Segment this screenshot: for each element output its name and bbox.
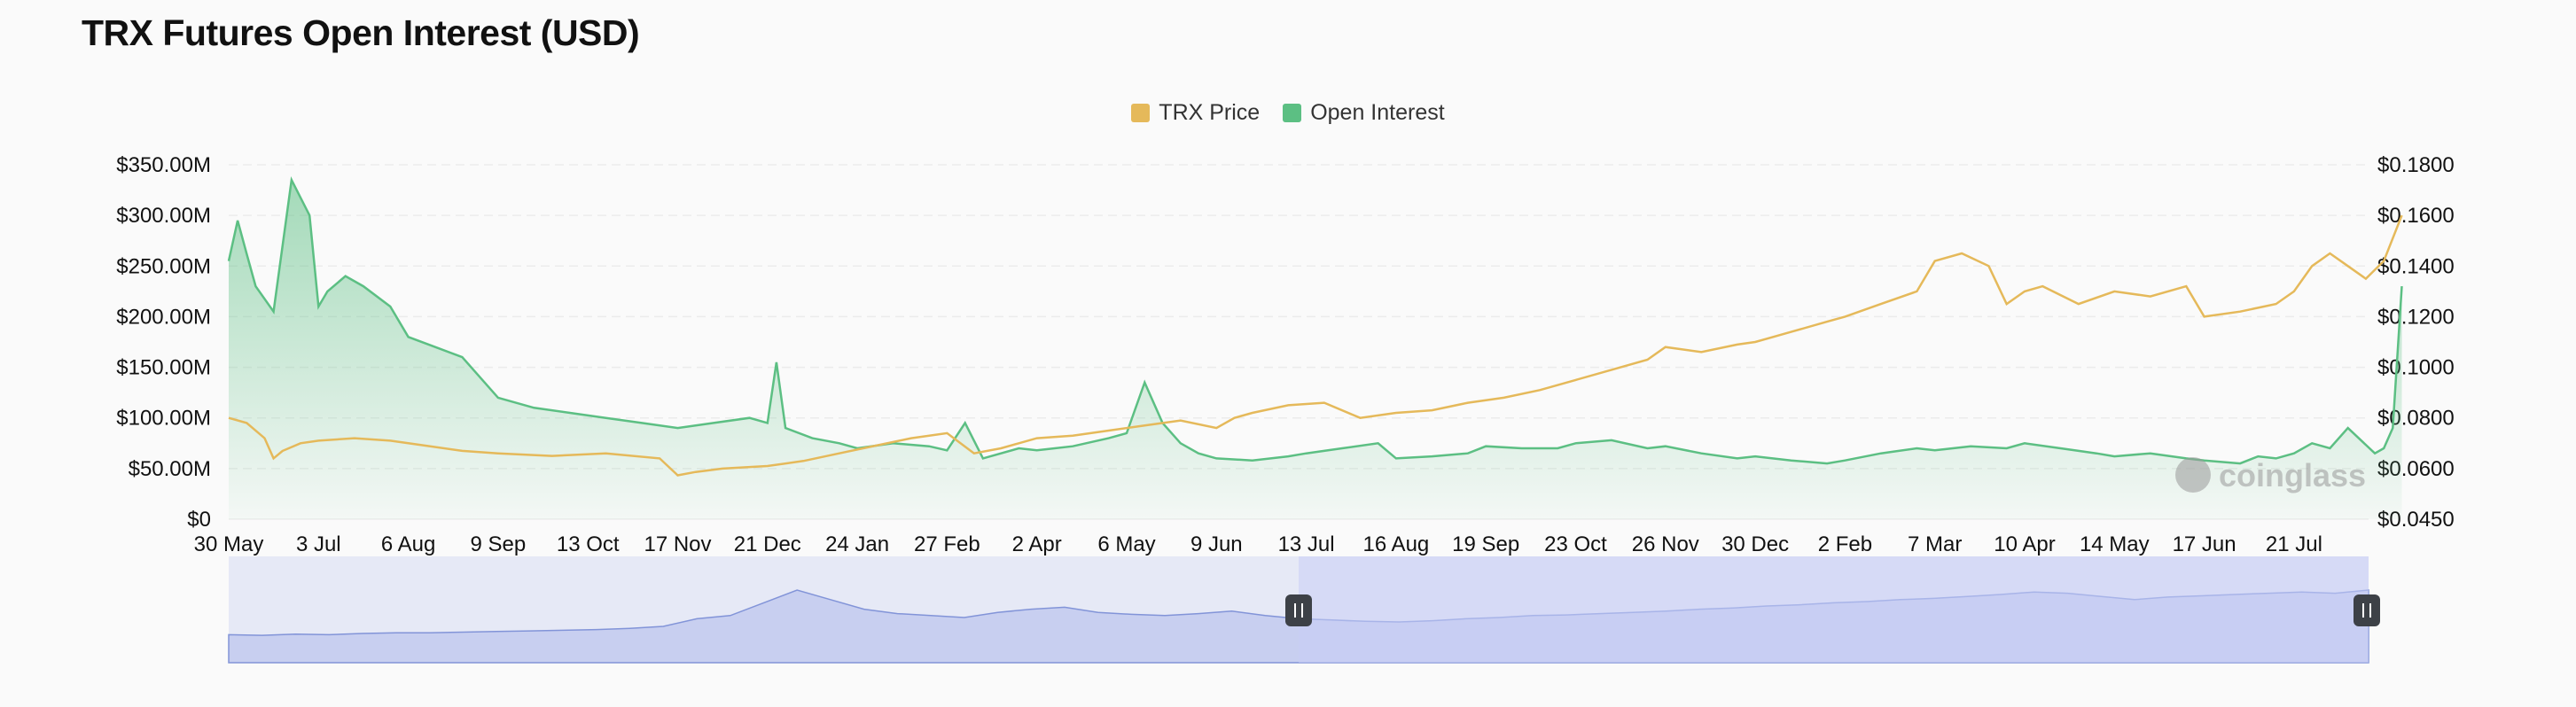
y-right-tick-label: $0.1400 (2377, 254, 2455, 278)
y-right-tick-label: $0.0800 (2377, 407, 2455, 431)
x-tick-label: 2 Apr (1012, 532, 1062, 556)
y-right-tick-label: $0.1200 (2377, 305, 2455, 329)
x-tick-label: 10 Apr (1994, 532, 2055, 556)
navigator[interactable] (228, 556, 2380, 664)
navigator-handle-left[interactable] (1285, 594, 1312, 626)
y-left-tick-label: $0 (187, 508, 211, 532)
x-tick-label: 17 Nov (644, 532, 711, 556)
x-tick-label: 26 Nov (1632, 532, 1699, 556)
open-interest-area (229, 180, 2402, 519)
x-tick-label: 9 Jun (1190, 532, 1243, 556)
y-right-tick-label: $0.1600 (2377, 204, 2455, 228)
chart-title: TRX Futures Open Interest (USD) (82, 12, 640, 53)
x-tick-label: 3 Jul (296, 532, 341, 556)
y-left-tick-label: $250.00M (116, 254, 211, 278)
coinglass-watermark: coinglass (2175, 457, 2366, 493)
legend-item-open-interest[interactable]: Open Interest (1283, 100, 1445, 126)
trx-price-line (228, 214, 2403, 477)
y-left-tick-label: $150.00M (116, 356, 211, 380)
handle-grip[interactable] (1285, 594, 1312, 626)
legend-swatch-open-interest (1283, 104, 1302, 122)
y-left-tick-label: $50.00M (129, 457, 211, 481)
legend-label-open-interest: Open Interest (1310, 100, 1445, 125)
chart-legend: TRX Price Open Interest (0, 100, 2576, 126)
open-interest-line (227, 175, 2403, 465)
y-left-tick-label: $300.00M (116, 204, 211, 228)
x-tick-label: 30 Dec (1721, 532, 1789, 556)
handle-grip[interactable] (2354, 594, 2380, 626)
x-tick-label: 16 Aug (1363, 532, 1430, 556)
y-left-tick-label: $100.00M (116, 407, 211, 431)
x-tick-label: 21 Dec (734, 532, 801, 556)
y-right-tick-label: $0.1000 (2377, 356, 2455, 380)
legend-swatch-price (1131, 104, 1151, 122)
x-tick-label: 13 Jul (1278, 532, 1335, 556)
y-right-tick-label: $0.1800 (2377, 153, 2455, 177)
x-tick-label: 9 Sep (471, 532, 527, 556)
y-axis-left: $0 $50.00M $100.00M $150.00M $200.00M $250.00… (116, 153, 211, 532)
legend-label-price: TRX Price (1159, 100, 1261, 125)
x-tick-label: 19 Sep (1452, 532, 1519, 556)
x-axis: 30 May 3 Jul 6 Aug 9 Sep 13 Oct 17 Nov 21 Dec 2… (194, 532, 2322, 556)
x-tick-label: 27 Feb (914, 532, 980, 556)
x-tick-label: 7 Mar (1908, 532, 1962, 556)
legend-item-price[interactable]: TRX Price (1131, 100, 1260, 126)
x-tick-label: 13 Oct (557, 532, 620, 556)
y-left-tick-label: $350.00M (116, 153, 211, 177)
navigator-selection[interactable] (1299, 556, 2369, 663)
x-tick-label: 6 May (1097, 532, 1155, 556)
x-tick-label: 23 Oct (1544, 532, 1607, 556)
navigator-handle-right[interactable] (2354, 594, 2380, 626)
x-tick-label: 17 Jun (2173, 532, 2236, 556)
x-tick-label: 30 May (194, 532, 264, 556)
y-left-tick-label: $200.00M (116, 305, 211, 329)
x-tick-label: 6 Aug (381, 532, 435, 556)
x-tick-label: 2 Feb (1818, 532, 1872, 556)
watermark-logo-icon (2175, 457, 2211, 493)
x-tick-label: 24 Jan (825, 532, 889, 556)
watermark-text: coinglass (2219, 457, 2366, 493)
x-tick-label: 21 Jul (2266, 532, 2322, 556)
x-tick-label: 14 May (2080, 532, 2150, 556)
